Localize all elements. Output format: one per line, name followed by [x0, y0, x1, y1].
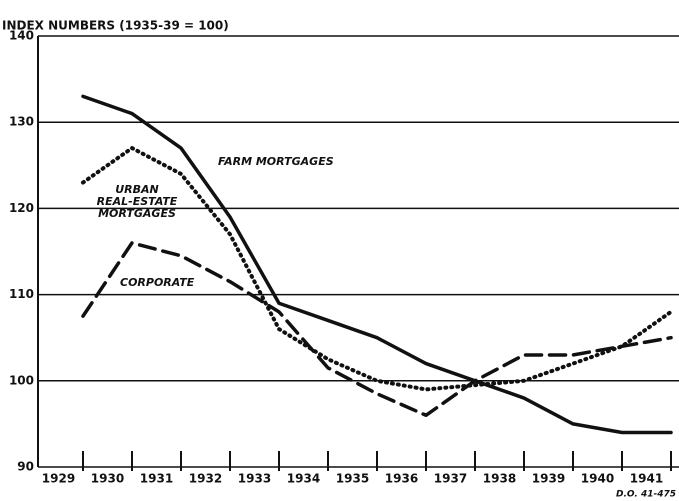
x-tick-label: 1930: [91, 472, 124, 486]
series-label: FARM MORTGAGES: [218, 155, 334, 168]
series-label: CORPORATE: [120, 276, 195, 289]
x-tick-label: 1938: [483, 472, 516, 486]
series-line: [81, 94, 673, 435]
y-tick-label: 120: [9, 201, 34, 215]
label-line: MORTGAGES: [98, 207, 176, 220]
label-line: URBAN: [115, 183, 159, 196]
source-note: D.O. 41-475: [616, 490, 676, 500]
y-tick-label: 140: [9, 29, 34, 43]
x-tick-label: 1935: [336, 472, 369, 486]
series-line: [81, 241, 673, 418]
y-tick-label: 130: [9, 115, 34, 129]
chart-title: INDEX NUMBERS (1935-39 = 100): [2, 19, 229, 33]
series-line: [81, 146, 673, 392]
x-tick-label: 1939: [532, 472, 565, 486]
y-tick-label: 90: [17, 460, 34, 474]
x-tick-label: 1933: [238, 472, 271, 486]
x-tick-label: 1941: [630, 472, 663, 486]
x-tick-label: 1937: [434, 472, 467, 486]
y-tick-label: 100: [9, 373, 34, 387]
x-tick-label: 1932: [189, 472, 222, 486]
x-tick-label: 1931: [140, 472, 173, 486]
x-tick-label: 1940: [581, 472, 614, 486]
x-tick-label: 1936: [385, 472, 418, 486]
series-label: URBAN REAL-ESTATE MORTGAGES: [97, 183, 178, 220]
y-tick-label: 110: [9, 287, 34, 301]
x-tick-label: 1929: [42, 472, 75, 486]
x-tick-label: 1934: [287, 472, 320, 486]
label-line: REAL-ESTATE: [97, 195, 178, 208]
